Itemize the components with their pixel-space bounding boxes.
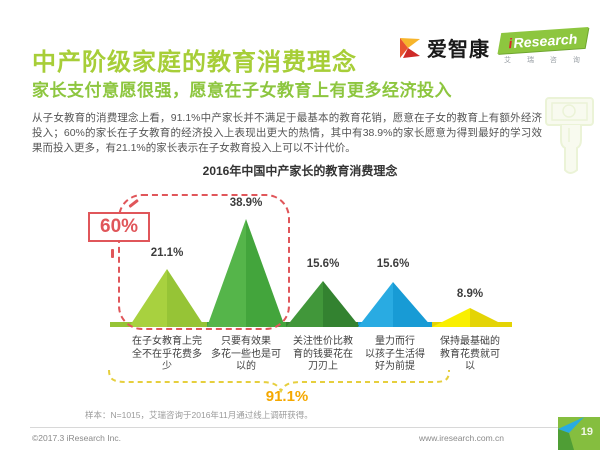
page-subtitle: 家长支付意愿很强，愿意在子女教育上有更多经济投入 <box>32 81 452 101</box>
page-number-flag: 19 <box>558 417 600 450</box>
value-label-3: 15.6% <box>306 258 340 270</box>
triangle-5-left <box>432 308 470 327</box>
triangle-3-left <box>286 281 323 327</box>
group-91-brace-path <box>108 369 450 394</box>
aizhikang-logo-icon <box>400 37 420 58</box>
website-url: www.iresearch.com.cn <box>418 433 504 443</box>
intro-paragraph: 从子女教育的消费理念上看，91.1%中产家长并不满足于最基本的教育花销，愿意在子… <box>32 111 542 154</box>
copyright-text: ©2017.3 iResearch Inc. <box>32 433 121 443</box>
aizhikang-logo: 爱智康 <box>398 33 490 62</box>
chart-title: 2016年中国中产家长的教育消费理念 <box>202 164 398 178</box>
money-hand-watermark-icon <box>545 97 594 174</box>
page-number: 19 <box>580 426 593 438</box>
triangle-5-right <box>470 308 508 327</box>
callout-connector-dash-bottom <box>111 249 114 258</box>
category-label-5: 保持最基础的 教育花费就可 以 <box>440 336 500 372</box>
page-flag-shape <box>558 417 600 450</box>
category-label-1: 在子女教育上完 全不在乎花费多 少 <box>132 336 202 372</box>
value-label-1: 21.1% <box>150 247 184 259</box>
category-label-3: 关注性价比教 育的钱要花在 刀刃上 <box>293 336 353 372</box>
triangle-3-right <box>323 281 360 327</box>
group-60-dashed-outline <box>118 194 290 330</box>
iresearch-logo-name: Research <box>512 30 579 51</box>
triangle-1-right <box>167 269 205 327</box>
footer-divider <box>30 427 570 428</box>
group-91-label: 91.1% <box>265 388 309 405</box>
triangle-chart-plot <box>110 219 512 327</box>
triangle-4-right <box>393 282 432 327</box>
group-91-brace <box>108 369 450 394</box>
category-label-2: 只要有效果 多花一些也是可 以的 <box>211 336 281 372</box>
triangle-4-left <box>358 282 393 327</box>
aizhikang-logo-text: 爱智康 <box>427 39 490 61</box>
category-label-4: 量力而行 以孩子生活得 好为前提 <box>365 336 425 372</box>
group-60-label: 60% <box>88 212 151 242</box>
triangle-2-left <box>207 219 246 327</box>
iresearch-logo: iResearch 艾 瑞 咨 询 <box>497 27 592 65</box>
value-label-5: 8.9% <box>456 288 484 300</box>
value-label-2: 38.9% <box>229 197 263 209</box>
iresearch-logo-banner: iResearch <box>497 27 589 54</box>
value-label-4: 15.6% <box>376 258 410 270</box>
page-title: 中产阶级家庭的教育消费理念 <box>32 49 357 77</box>
triangle-2-right <box>246 219 285 327</box>
sample-note: 样本：N=1015，艾瑞咨询于2016年11月通过线上调研获得。 <box>85 410 313 420</box>
iresearch-logo-chinese: 艾 瑞 咨 询 <box>504 57 587 64</box>
